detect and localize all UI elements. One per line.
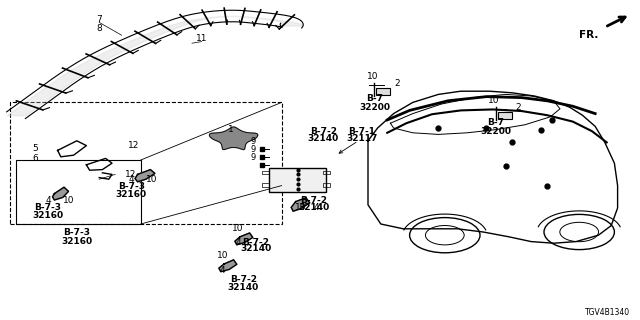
Text: 32160: 32160 [33,211,63,220]
Text: 10: 10 [146,175,157,184]
Text: B-7-2: B-7-2 [243,238,269,247]
Text: 4: 4 [314,203,319,212]
Text: 32140: 32140 [298,203,329,212]
Bar [10,102,282,224]
Text: 2: 2 [394,79,399,88]
Text: B-7: B-7 [488,118,504,127]
Text: B-7-3: B-7-3 [118,182,145,191]
Text: 4: 4 [129,175,134,184]
Text: B-7-2: B-7-2 [230,275,257,284]
Text: 2: 2 [516,103,521,112]
Polygon shape [135,170,155,182]
Text: B-7-2: B-7-2 [310,127,337,136]
Text: 12: 12 [128,141,140,150]
Text: 12: 12 [125,170,136,179]
Text: 32140: 32140 [241,244,271,253]
Text: 5: 5 [33,144,38,153]
Polygon shape [235,233,253,245]
Text: 10: 10 [63,196,74,205]
Bar [376,88,390,95]
Text: 32140: 32140 [228,283,259,292]
Bar [323,183,330,187]
Polygon shape [52,187,68,200]
Text: 32160: 32160 [116,190,147,199]
Text: B-7: B-7 [366,94,383,103]
Polygon shape [291,198,310,211]
Text: 32200: 32200 [359,103,390,112]
Text: B-7-2: B-7-2 [300,196,327,205]
Text: B-7-3: B-7-3 [63,228,90,237]
Text: 1: 1 [228,125,233,134]
Bar [269,168,326,192]
Bar [262,183,269,187]
Text: 6: 6 [33,154,38,163]
Bar [16,160,141,224]
Bar [262,171,269,174]
Text: 32117: 32117 [346,134,378,143]
Text: 10: 10 [367,72,378,81]
Text: 9: 9 [250,145,255,154]
Text: B-7-1: B-7-1 [348,127,375,136]
Text: 32160: 32160 [61,237,92,246]
Text: 11: 11 [196,34,207,43]
Text: 4: 4 [220,266,225,275]
Text: 10: 10 [232,224,244,233]
Text: 8: 8 [97,24,102,33]
Text: 4: 4 [236,238,241,247]
Text: 32200: 32200 [481,127,511,136]
Bar [323,171,330,174]
Text: FR.: FR. [579,30,598,40]
Text: 9: 9 [250,153,255,162]
Text: 10: 10 [488,96,500,105]
Text: 10: 10 [217,251,228,260]
Text: 4: 4 [45,196,51,205]
Polygon shape [209,127,258,150]
Text: 10: 10 [295,203,307,212]
Text: 9: 9 [250,137,255,146]
Text: 7: 7 [97,15,102,24]
Text: TGV4B1340: TGV4B1340 [585,308,630,317]
Bar [498,112,512,119]
Text: 32140: 32140 [308,134,339,143]
Polygon shape [219,260,237,272]
Text: B-7-3: B-7-3 [35,203,61,212]
